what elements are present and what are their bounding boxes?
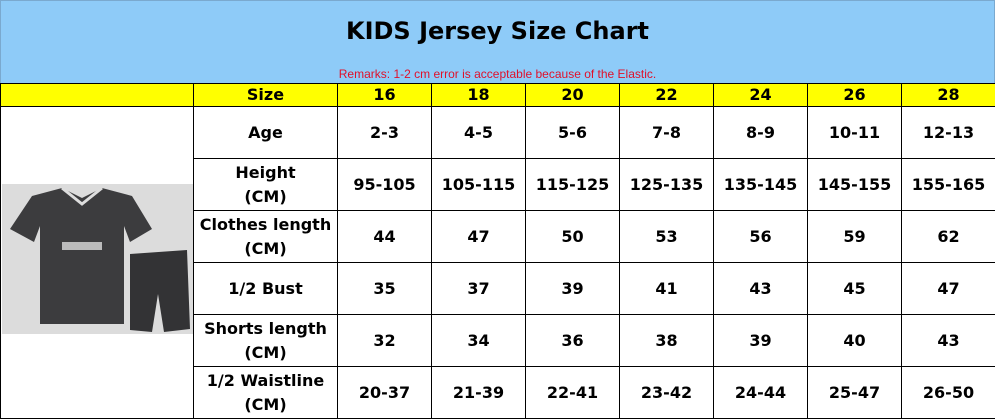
value-cell: 23-42: [619, 366, 714, 419]
size-cell: 20: [525, 83, 620, 107]
label-line: Shorts length: [204, 318, 327, 338]
size-cell: 26: [807, 83, 902, 107]
label-line: (CM): [244, 394, 287, 414]
value-cell: 50: [525, 210, 620, 263]
value-cell: 36: [525, 314, 620, 367]
size-cell: 18: [431, 83, 526, 107]
label-line: 1/2 Bust: [228, 278, 303, 298]
collar: [60, 186, 103, 206]
row-label: Shorts length (CM): [193, 314, 338, 367]
value-cell: 39: [525, 262, 620, 315]
label-line: 1/2 Waistline: [206, 370, 325, 390]
value-cell: 2-3: [337, 106, 432, 159]
value-cell: 7-8: [619, 106, 714, 159]
label-line: Age: [248, 122, 283, 142]
value-cell: 105-115: [431, 158, 526, 211]
size-cell: 24: [713, 83, 808, 107]
header: KIDS Jersey Size Chart Remarks: 1-2 cm e…: [0, 0, 995, 84]
value-cell: 47: [431, 210, 526, 263]
product-image: [0, 106, 194, 419]
data-row: 1/2 Waistline (CM) 20-37 21-39 22-41 23-42 24-…: [1, 366, 995, 419]
shirt: [9, 188, 152, 324]
value-cell: 40: [807, 314, 902, 367]
remark: Remarks: 1-2 cm error is acceptable beca…: [338, 67, 657, 81]
data-row: Height (CM) 95-105 105-115 115-125 125-135 135…: [1, 158, 995, 211]
value-cell: 47: [901, 262, 995, 315]
shorts: [129, 250, 190, 332]
row-label: Age: [193, 106, 338, 159]
value-cell: 62: [901, 210, 995, 263]
label-line: (CM): [244, 238, 287, 258]
value-cell: 35: [337, 262, 432, 315]
value-cell: 53: [619, 210, 714, 263]
value-cell: 145-155: [807, 158, 902, 211]
value-cell: 5-6: [525, 106, 620, 159]
size-row: Size 16 18 20 22 24 26 28: [0, 83, 995, 107]
value-cell: 4-5: [431, 106, 526, 159]
value-cell: 12-13: [901, 106, 995, 159]
label-line: (CM): [244, 342, 287, 362]
label-line: Height: [235, 162, 296, 182]
value-cell: 34: [431, 314, 526, 367]
value-cell: 22-41: [525, 366, 620, 419]
value-cell: 21-39: [431, 366, 526, 419]
value-cell: 115-125: [525, 158, 620, 211]
value-cell: 59: [807, 210, 902, 263]
value-cell: 41: [619, 262, 714, 315]
size-cell: 28: [901, 83, 995, 107]
row-label: 1/2 Waistline (CM): [193, 366, 338, 419]
row-label: 1/2 Bust: [193, 262, 338, 315]
value-cell: 56: [713, 210, 808, 263]
title: KIDS Jersey Size Chart: [345, 17, 649, 45]
value-cell: 45: [807, 262, 902, 315]
value-cell: 26-50: [901, 366, 995, 419]
value-cell: 32: [337, 314, 432, 367]
size-cell: 22: [619, 83, 714, 107]
label-line: Clothes length: [199, 214, 332, 234]
value-cell: 43: [901, 314, 995, 367]
value-cell: 43: [713, 262, 808, 315]
row-label: Height (CM): [193, 158, 338, 211]
value-cell: 155-165: [901, 158, 995, 211]
value-cell: 8-9: [713, 106, 808, 159]
value-cell: 44: [337, 210, 432, 263]
size-cell: 16: [337, 83, 432, 107]
value-cell: 10-11: [807, 106, 902, 159]
label-line: (CM): [244, 186, 287, 206]
value-cell: 37: [431, 262, 526, 315]
blank-cell: [0, 83, 194, 107]
size-label: Size: [193, 83, 338, 107]
value-cell: 39: [713, 314, 808, 367]
row-label: Clothes length (CM): [193, 210, 338, 263]
value-cell: 20-37: [337, 366, 432, 419]
value-cell: 25-47: [807, 366, 902, 419]
size-table: Size 16 18 20 22 24 26 28 Age 2-3 4-5 5-6 7-8 8-9 10-…: [0, 83, 995, 419]
sponsor: [61, 242, 102, 250]
value-cell: 135-145: [713, 158, 808, 211]
data-row: Age 2-3 4-5 5-6 7-8 8-9 10-11 12-13: [0, 106, 995, 419]
jersey-photo: [1, 184, 193, 334]
value-cell: 95-105: [337, 158, 432, 211]
value-cell: 38: [619, 314, 714, 367]
value-cell: 125-135: [619, 158, 714, 211]
value-cell: 24-44: [713, 366, 808, 419]
data-row: Shorts length (CM) 32 34 36 38 39 40 43: [1, 314, 995, 367]
